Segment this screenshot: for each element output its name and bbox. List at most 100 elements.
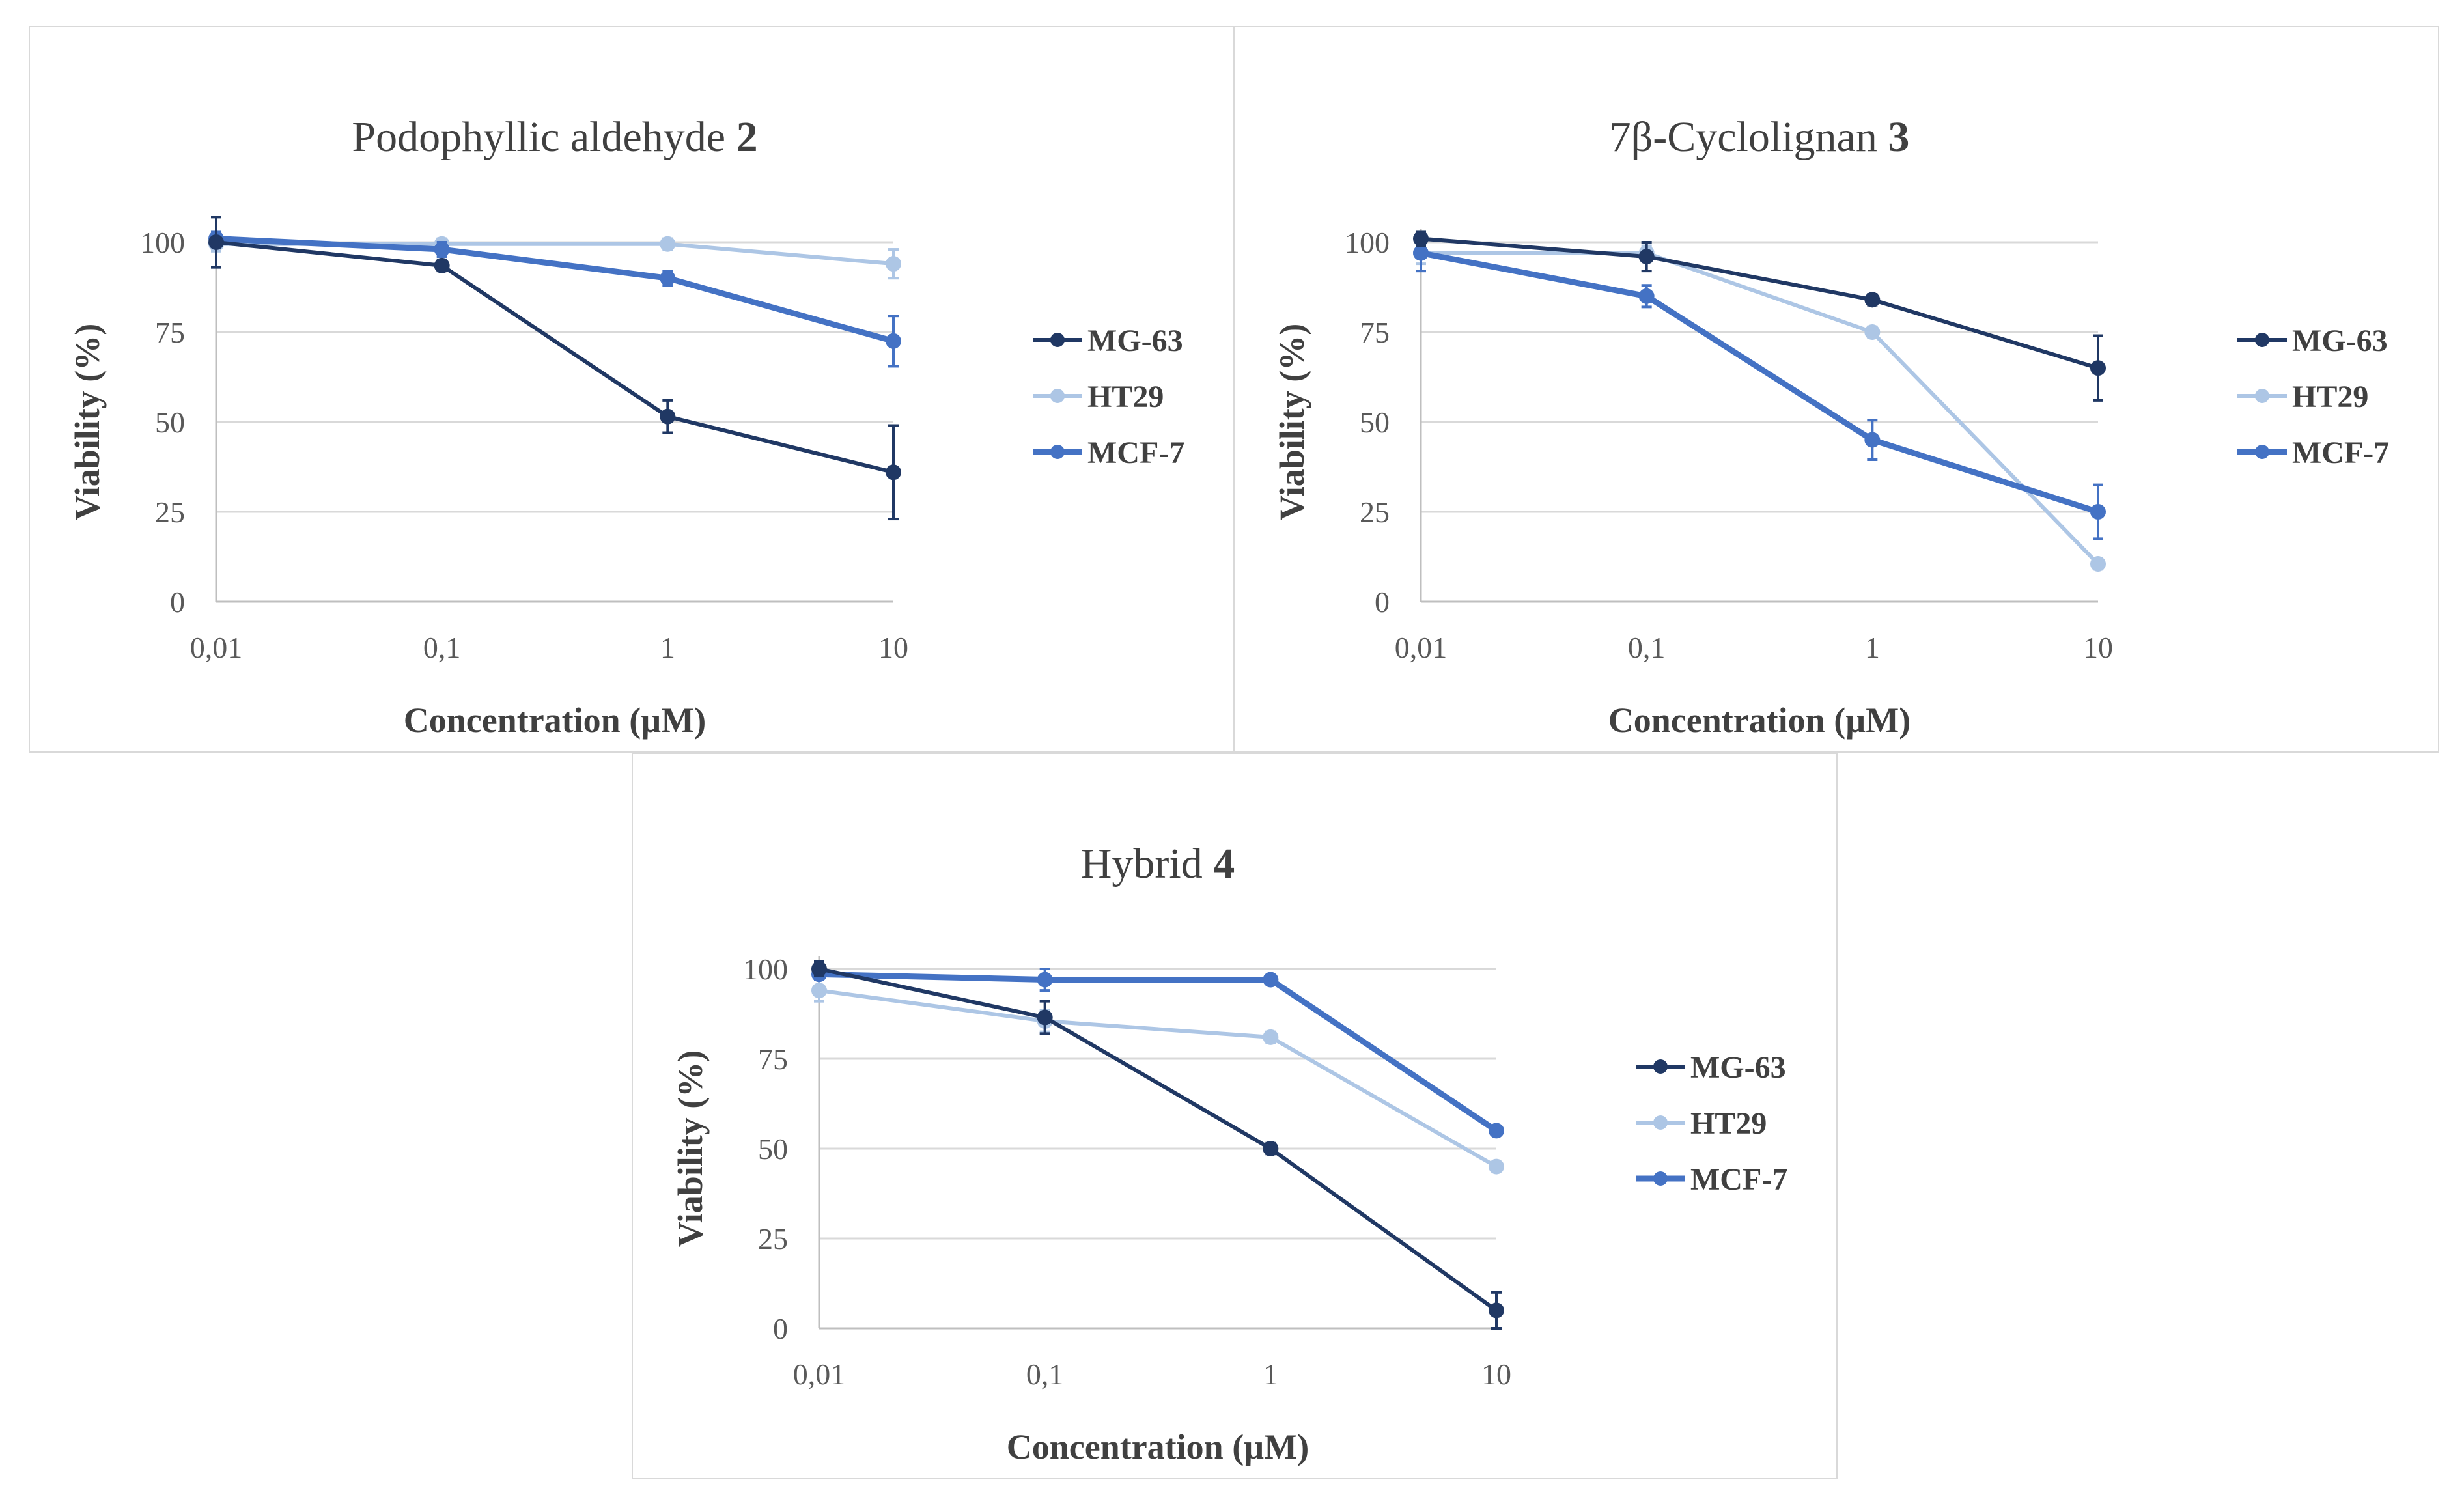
y-tick-label: 0 (773, 1312, 788, 1345)
x-axis-title: Concentration (µM) (1007, 1427, 1309, 1466)
x-tick-label: 1 (1263, 1358, 1278, 1391)
x-tick-label: 0,1 (1628, 631, 1666, 664)
data-point (660, 408, 676, 425)
legend-marker-ht29 (1653, 1115, 1668, 1130)
y-tick-label: 75 (155, 316, 185, 349)
y-tick-label: 25 (758, 1222, 788, 1255)
x-tick-label: 10 (2083, 631, 2113, 664)
x-tick-label: 10 (878, 631, 908, 664)
legend-marker-mcf-7 (1050, 445, 1065, 459)
series-mcf-7 (208, 230, 901, 368)
legend-label-ht29: HT29 (1087, 380, 1164, 414)
data-point (1864, 324, 1881, 340)
legend-label-ht29: HT29 (2292, 380, 2368, 414)
chart-svg: 7β-Cyclolignan 3 0 25 50 75 100 0,01 0,1 1 10 Conc… (1272, 113, 2389, 740)
series-mcf-7 (1413, 233, 2106, 540)
chart-panel-hybrid: Hybrid 4 0 25 50 75 100 0,01 0,1 1 10 Concentratio… (632, 753, 1838, 1479)
legend-label-mcf-7: MCF-7 (1690, 1162, 1787, 1197)
chart-svg: Podophyllic aldehyde 2 0 25 50 75 100 0,01 0,1 1… (68, 113, 1184, 740)
x-tick-label: 1 (1865, 631, 1880, 664)
x-tick-label: 0,01 (1395, 631, 1448, 664)
data-point (2090, 504, 2106, 520)
series-line-mcf-7 (1420, 250, 2099, 515)
series-line-mg-63 (819, 967, 1498, 1312)
chart-title-number: 2 (736, 113, 758, 161)
chart-panel-cyclolignan: 7β-Cyclolignan 3 0 25 50 75 100 0,01 0,1 1 10 Conc… (1233, 26, 2439, 753)
y-tick-label: 50 (1360, 406, 1390, 439)
legend-label-ht29: HT29 (1690, 1106, 1767, 1141)
x-tick-label: 0,01 (190, 631, 243, 664)
legend-marker-mcf-7 (2255, 445, 2269, 459)
x-axis-title: Concentration (µM) (1608, 701, 1911, 740)
data-point (1489, 1123, 1504, 1139)
chart-title-text: Hybrid (1081, 840, 1213, 888)
legend-label-mg-63: MG-63 (1087, 324, 1183, 358)
data-point (1489, 1158, 1504, 1175)
data-point (811, 961, 827, 977)
data-point (660, 270, 676, 287)
data-point (1489, 1302, 1504, 1319)
data-point (208, 234, 224, 250)
legend-label-mcf-7: MCF-7 (2292, 436, 2389, 470)
y-tick-label: 50 (155, 406, 185, 439)
data-point (434, 257, 450, 273)
series-ht29 (811, 978, 1504, 1175)
y-tick-label: 100 (743, 953, 788, 986)
data-point (1263, 1029, 1279, 1045)
data-point (1413, 231, 1429, 247)
y-tick-label: 75 (758, 1042, 788, 1076)
data-point (1864, 432, 1881, 448)
data-point (434, 242, 450, 258)
y-tick-label: 100 (140, 226, 185, 259)
data-point (1263, 1141, 1279, 1156)
y-tick-label: 50 (758, 1132, 788, 1166)
series-mg-63 (811, 960, 1504, 1330)
data-point (1638, 288, 1655, 304)
legend-marker-mg-63 (1653, 1059, 1668, 1074)
chart-svg: Hybrid 4 0 25 50 75 100 0,01 0,1 1 10 Concentratio… (671, 840, 1787, 1466)
chart-title: 7β-Cyclolignan 3 (1610, 113, 1910, 161)
chart-title-number: 3 (1888, 113, 1909, 161)
chart-title-text: 7β-Cyclolignan (1610, 113, 1888, 161)
data-point (886, 464, 901, 481)
data-point (886, 333, 901, 349)
x-tick-label: 10 (1481, 1358, 1511, 1391)
legend-label-mg-63: MG-63 (2292, 324, 2388, 358)
series-line-mcf-7 (819, 971, 1498, 1134)
y-axis-title: Viability (%) (671, 1050, 710, 1247)
y-tick-label: 100 (1345, 226, 1390, 259)
legend-marker-mg-63 (1050, 333, 1065, 347)
data-point (1037, 972, 1053, 988)
legend-label-mg-63: MG-63 (1690, 1050, 1786, 1085)
data-point (660, 236, 676, 252)
x-tick-label: 1 (660, 631, 675, 664)
data-point (811, 983, 827, 999)
series-line-ht29 (1421, 251, 2100, 566)
chart-panel-podophyllic-aldehyde: Podophyllic aldehyde 2 0 25 50 75 100 0,01 0,1 1… (29, 26, 1235, 753)
data-point (886, 256, 901, 272)
data-point (2090, 556, 2106, 572)
y-tick-label: 75 (1360, 316, 1390, 349)
data-point (1864, 292, 1881, 308)
legend-marker-mcf-7 (1653, 1171, 1668, 1186)
data-point (1413, 245, 1429, 261)
y-tick-label: 25 (1360, 496, 1390, 529)
y-axis-title: Viability (%) (68, 324, 107, 520)
legend-marker-ht29 (2255, 389, 2269, 403)
data-point (1037, 1009, 1053, 1026)
x-tick-label: 0,01 (793, 1358, 846, 1391)
x-tick-label: 0,1 (1026, 1358, 1064, 1391)
legend-marker-ht29 (1050, 389, 1065, 403)
y-tick-label: 0 (170, 585, 185, 619)
y-tick-label: 0 (1375, 585, 1390, 619)
chart-title: Hybrid 4 (1081, 840, 1235, 888)
legend-marker-mg-63 (2255, 333, 2269, 347)
series-line-mcf-7 (216, 235, 895, 344)
x-tick-label: 0,1 (423, 631, 461, 664)
chart-title-text: Podophyllic aldehyde (352, 113, 736, 161)
data-point (1263, 972, 1279, 988)
legend-label-mcf-7: MCF-7 (1087, 436, 1184, 470)
series-line-ht29 (819, 988, 1498, 1169)
series-line-mg-63 (216, 240, 894, 475)
y-axis-title: Viability (%) (1272, 324, 1311, 520)
